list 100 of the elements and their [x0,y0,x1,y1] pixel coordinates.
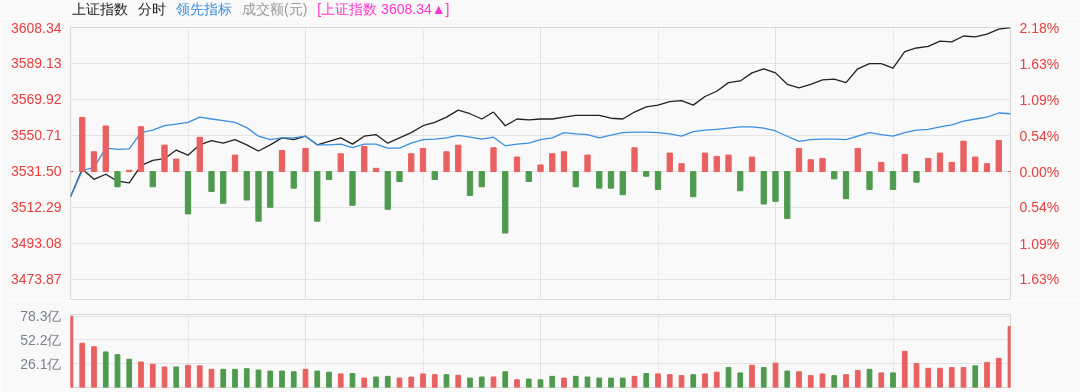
bar [220,368,227,388]
bar [267,171,274,208]
bar [490,147,497,173]
bar [243,171,250,201]
bar [196,136,203,173]
line-series [70,112,1011,198]
bar [232,368,238,388]
bar [138,361,144,388]
bar [713,371,720,388]
bar [972,365,979,388]
bar [443,151,450,173]
bar [90,151,98,173]
text: 分时 [138,1,166,17]
bar [267,370,274,388]
bar [173,366,180,388]
bar [878,372,885,388]
text: 领先指标 [176,1,232,17]
bar [678,163,685,173]
bar [114,171,121,188]
bar [901,153,908,173]
bar [384,375,391,388]
bar [302,147,309,173]
y2-tick-label: 0.00% [1019,163,1060,180]
bar [149,363,156,388]
bar [995,140,1002,173]
y2-tick-label: 0.54% [1019,127,1060,144]
y-tick-label: 3473.87 [10,271,62,288]
bar [537,379,544,388]
bar [149,171,156,188]
bar [396,171,403,183]
bar [208,368,215,388]
bar [748,156,756,173]
bar [513,156,521,173]
bar [866,368,873,388]
bar [654,171,662,190]
bar [279,370,285,388]
text: [上证指数 3608.34▲] [317,1,450,17]
bar [819,373,826,388]
bar [607,171,615,189]
bar [255,171,262,222]
y-tick-label: 3608.34 [10,19,62,36]
bar [114,354,121,388]
bar [596,171,603,189]
bar [819,157,826,173]
bar [102,125,109,173]
bar [666,374,673,388]
y-tick-label: 52.2亿 [20,331,62,348]
bar [361,377,368,388]
bar [690,171,697,198]
bar [913,362,920,388]
bar [349,373,356,388]
bar [842,171,850,200]
y2-tick-label: 1.09% [1019,91,1060,108]
bar [443,374,450,388]
y-tick-label: 78.3亿 [20,308,62,325]
bar [784,370,791,388]
bar [290,371,297,388]
bar [337,153,344,173]
bar [584,154,591,173]
bar [384,171,391,210]
bar [737,171,744,192]
bar [349,171,356,206]
bar [901,350,908,388]
bar [361,145,368,173]
bar [831,375,838,388]
bar [760,171,767,205]
bar [631,375,638,388]
bar [925,367,932,388]
bar [772,171,779,202]
bar [913,171,920,183]
y2-tick-label: 1.63% [1019,271,1060,288]
bar [325,171,333,181]
bar [525,378,532,388]
bar [419,147,427,173]
bar [948,161,955,173]
bar [549,153,556,173]
bar [960,367,967,388]
bar [701,152,709,173]
bar [525,171,532,183]
bar [455,144,462,173]
bar [937,367,943,388]
bar [396,377,403,388]
bar [795,147,803,173]
bar [619,171,626,196]
bar [208,171,215,192]
bar [243,368,250,388]
bar [302,368,309,388]
bar [725,154,732,173]
bar [608,377,614,388]
bar [408,376,415,388]
bar [79,342,86,388]
bar [807,159,814,173]
bar [643,373,650,388]
bar [161,144,168,173]
bar [984,361,990,388]
y2-tick-label: 2.18% [1019,19,1060,36]
bar [420,373,426,388]
text: 上证指数 [72,1,128,17]
bar [466,171,474,196]
bar [854,147,861,173]
